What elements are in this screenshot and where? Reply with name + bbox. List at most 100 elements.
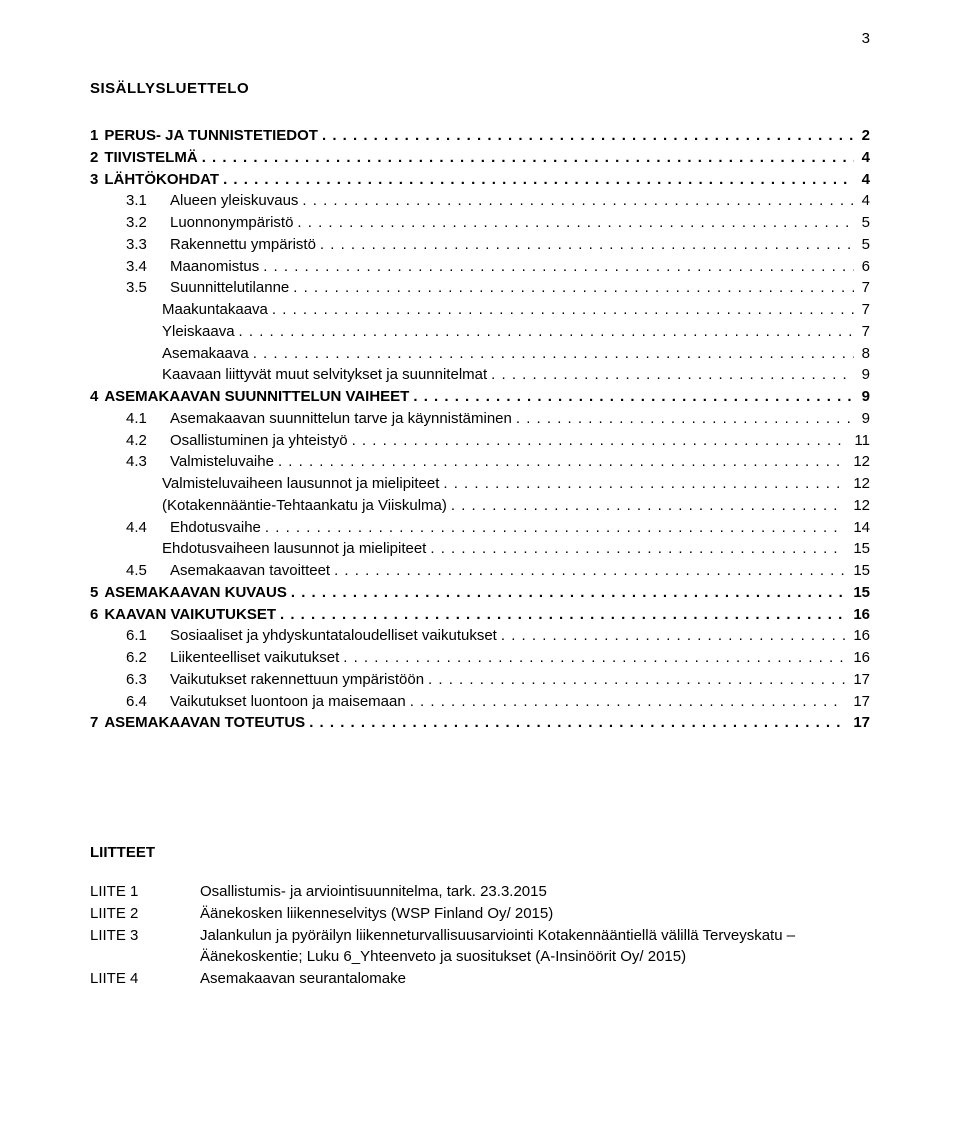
appendix-row: LIITE 1Osallistumis- ja arviointisuunnit… bbox=[90, 881, 870, 903]
toc-label: (Kotakennääntie-Tehtaankatu ja Viiskulma… bbox=[162, 495, 447, 517]
toc-number: 6.4 bbox=[126, 691, 170, 713]
toc-leader-dots bbox=[265, 517, 845, 539]
toc-page: 7 bbox=[858, 299, 870, 321]
toc-label: Alueen yleiskuvaus bbox=[170, 190, 298, 212]
toc-leader-dots bbox=[272, 299, 854, 321]
toc-number: 6.3 bbox=[126, 669, 170, 691]
toc-label: TIIVISTELMÄ bbox=[104, 147, 197, 169]
toc-row: 2TIIVISTELMÄ 4 bbox=[90, 147, 870, 169]
toc-label: Sosiaaliset ja yhdyskuntataloudelliset v… bbox=[170, 625, 497, 647]
toc-label: PERUS- JA TUNNISTETIEDOT bbox=[104, 125, 318, 147]
toc-label: ASEMAKAAVAN TOTEUTUS bbox=[104, 712, 305, 734]
toc-leader-dots bbox=[278, 451, 845, 473]
appendix-row: LIITE 3Jalankulun ja pyöräilyn liikennet… bbox=[90, 925, 870, 969]
toc-leader-dots bbox=[322, 125, 854, 147]
appendix-container: LIITE 1Osallistumis- ja arviointisuunnit… bbox=[90, 881, 870, 990]
toc-number: 1 bbox=[90, 125, 104, 147]
toc-label: Yleiskaava bbox=[162, 321, 235, 343]
toc-row: 3.2Luonnonympäristö5 bbox=[90, 212, 870, 234]
toc-label: Maanomistus bbox=[170, 256, 259, 278]
toc-page: 9 bbox=[858, 364, 870, 386]
appendix-value: Äänekosken liikenneselvitys (WSP Finland… bbox=[200, 903, 870, 925]
toc-leader-dots bbox=[309, 712, 845, 734]
toc-label: Asemakaava bbox=[162, 343, 249, 365]
toc-page: 14 bbox=[849, 517, 870, 539]
toc-label: Asemakaavan tavoitteet bbox=[170, 560, 330, 582]
toc-number: 3 bbox=[90, 169, 104, 191]
toc-page: 15 bbox=[849, 560, 870, 582]
toc-page: 12 bbox=[849, 451, 870, 473]
toc-page: 17 bbox=[849, 669, 870, 691]
toc-label: Asemakaavan suunnittelun tarve ja käynni… bbox=[170, 408, 512, 430]
toc-page: 5 bbox=[858, 212, 870, 234]
toc-page: 15 bbox=[849, 538, 870, 560]
toc-row: 4.2Osallistuminen ja yhteistyö11 bbox=[90, 430, 870, 452]
toc-page: 6 bbox=[858, 256, 870, 278]
toc-row: Yleiskaava7 bbox=[90, 321, 870, 343]
toc-number: 5 bbox=[90, 582, 104, 604]
toc-label: Kaavaan liittyvät muut selvitykset ja su… bbox=[162, 364, 487, 386]
toc-row: 1PERUS- JA TUNNISTETIEDOT 2 bbox=[90, 125, 870, 147]
appendix-row: LIITE 4Asemakaavan seurantalomake bbox=[90, 968, 870, 990]
toc-page: 16 bbox=[849, 647, 870, 669]
toc-page: 9 bbox=[858, 408, 870, 430]
toc-page: 7 bbox=[858, 277, 870, 299]
toc-page: 15 bbox=[849, 582, 870, 604]
toc-page: 11 bbox=[850, 430, 870, 452]
toc-page: 5 bbox=[858, 234, 870, 256]
toc-leader-dots bbox=[263, 256, 853, 278]
toc-row: 6.1Sosiaaliset ja yhdyskuntataloudellise… bbox=[90, 625, 870, 647]
toc-number: 4.3 bbox=[126, 451, 170, 473]
appendix-value: Asemakaavan seurantalomake bbox=[200, 968, 870, 990]
toc-leader-dots bbox=[343, 647, 845, 669]
appendix-title: LIITTEET bbox=[90, 844, 870, 861]
toc-leader-dots bbox=[430, 538, 845, 560]
toc-number: 7 bbox=[90, 712, 104, 734]
toc-label: ASEMAKAAVAN SUUNNITTELUN VAIHEET bbox=[104, 386, 409, 408]
toc-leader-dots bbox=[291, 582, 845, 604]
toc-label: Ehdotusvaiheen lausunnot ja mielipiteet bbox=[162, 538, 426, 560]
toc-row: 4.5Asemakaavan tavoitteet 15 bbox=[90, 560, 870, 582]
toc-row: (Kotakennääntie-Tehtaankatu ja Viiskulma… bbox=[90, 495, 870, 517]
toc-row: 4ASEMAKAAVAN SUUNNITTELUN VAIHEET9 bbox=[90, 386, 870, 408]
toc-page: 12 bbox=[849, 473, 870, 495]
toc-label: Ehdotusvaihe bbox=[170, 517, 261, 539]
toc-row: 3LÄHTÖKOHDAT4 bbox=[90, 169, 870, 191]
toc-leader-dots bbox=[223, 169, 854, 191]
toc-leader-dots bbox=[297, 212, 853, 234]
toc-number: 6.2 bbox=[126, 647, 170, 669]
toc-leader-dots bbox=[253, 343, 854, 365]
toc-leader-dots bbox=[410, 691, 846, 713]
toc-leader-dots bbox=[501, 625, 845, 647]
toc-leader-dots bbox=[302, 190, 853, 212]
toc-page: 17 bbox=[849, 691, 870, 713]
toc-number: 4.4 bbox=[126, 517, 170, 539]
toc-row: 3.3Rakennettu ympäristö 5 bbox=[90, 234, 870, 256]
toc-leader-dots bbox=[413, 386, 853, 408]
toc-leader-dots bbox=[334, 560, 845, 582]
toc-number: 2 bbox=[90, 147, 104, 169]
toc-leader-dots bbox=[451, 495, 845, 517]
appendix-value: Jalankulun ja pyöräilyn liikenneturvalli… bbox=[200, 925, 870, 969]
toc-label: Suunnittelutilanne bbox=[170, 277, 289, 299]
toc-page: 16 bbox=[849, 625, 870, 647]
toc-number: 4.2 bbox=[126, 430, 170, 452]
toc-label: Luonnonympäristö bbox=[170, 212, 293, 234]
toc-number: 6 bbox=[90, 604, 104, 626]
toc-leader-dots bbox=[239, 321, 854, 343]
toc-label: Vaikutukset luontoon ja maisemaan bbox=[170, 691, 406, 713]
toc-row: 6.2Liikenteelliset vaikutukset16 bbox=[90, 647, 870, 669]
toc-page: 4 bbox=[858, 169, 870, 191]
toc-page: 4 bbox=[858, 147, 870, 169]
toc-label: KAAVAN VAIKUTUKSET bbox=[104, 604, 276, 626]
toc-number: 3.3 bbox=[126, 234, 170, 256]
appendix-key: LIITE 1 bbox=[90, 881, 200, 903]
toc-page: 2 bbox=[858, 125, 870, 147]
toc-row: 4.4Ehdotusvaihe 14 bbox=[90, 517, 870, 539]
toc-label: Maakuntakaava bbox=[162, 299, 268, 321]
toc-row: Valmisteluvaiheen lausunnot ja mielipite… bbox=[90, 473, 870, 495]
toc-number: 4.5 bbox=[126, 560, 170, 582]
appendix-value: Osallistumis- ja arviointisuunnitelma, t… bbox=[200, 881, 870, 903]
toc-label: Rakennettu ympäristö bbox=[170, 234, 316, 256]
toc-row: 4.3Valmisteluvaihe12 bbox=[90, 451, 870, 473]
